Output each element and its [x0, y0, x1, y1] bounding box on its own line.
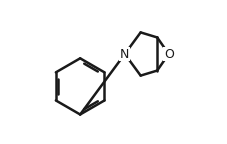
Text: O: O — [163, 48, 173, 60]
Text: N: N — [120, 48, 129, 60]
